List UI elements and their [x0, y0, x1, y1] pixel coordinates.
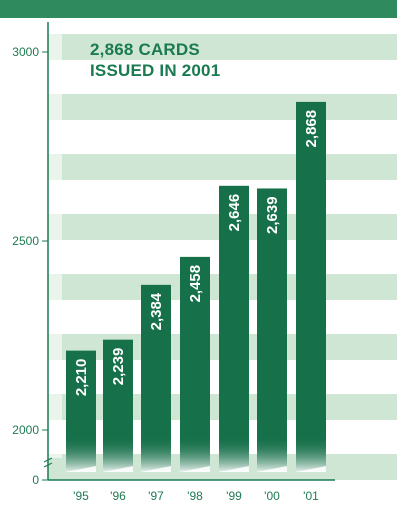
x-tick-label: '96 [110, 489, 126, 503]
axis-break-mark [43, 457, 53, 463]
bar-base-bevel [219, 466, 249, 472]
bar-fade [296, 436, 326, 472]
bar-value-label: 2,239 [110, 348, 127, 386]
x-tick-label: '95 [73, 489, 89, 503]
background-stripe [48, 94, 397, 120]
bar-fade [257, 436, 287, 472]
bar-value-label: 2,868 [303, 110, 320, 148]
x-tick-label: '97 [148, 489, 164, 503]
background-stripe [48, 154, 397, 180]
bar-base-bevel [66, 466, 96, 472]
bar-base-bevel [257, 466, 287, 472]
bar-value-label: 2,384 [148, 292, 165, 330]
axis-break-mark [43, 462, 53, 468]
bar-fade [219, 436, 249, 472]
background-stripe [48, 34, 397, 60]
bar-value-label: 2,646 [226, 194, 243, 232]
header-band [0, 0, 397, 18]
bar-base-bevel [141, 466, 171, 472]
bar [257, 188, 287, 472]
bar-base-bevel [296, 466, 326, 472]
bar-fade [103, 436, 133, 472]
y-tick-label: 0 [32, 473, 39, 487]
chart-title-line-2: ISSUED IN 2001 [90, 61, 221, 80]
y-tick-label: 3000 [12, 45, 39, 59]
chart-title-line-1: 2,868 CARDS [90, 40, 200, 59]
stripe-edge [48, 18, 62, 458]
chart-title: 2,868 CARDS ISSUED IN 2001 [90, 39, 220, 81]
x-tick-label: '99 [226, 489, 242, 503]
bar-value-label: 2,639 [264, 196, 281, 234]
bar [296, 101, 326, 473]
x-tick-label: '00 [264, 489, 280, 503]
bar-value-label: 2,210 [73, 359, 90, 397]
bar [219, 185, 249, 472]
x-tick-label: '98 [187, 489, 203, 503]
bar-fade [66, 436, 96, 472]
y-tick-label: 2000 [12, 423, 39, 437]
bar-fade [180, 436, 210, 472]
bar-base-bevel [180, 466, 210, 472]
bar-fade [141, 436, 171, 472]
y-tick-label: 2500 [12, 234, 39, 248]
x-tick-label: '01 [303, 489, 319, 503]
bar-value-label: 2,458 [187, 265, 204, 303]
bar-base-bevel [103, 466, 133, 472]
